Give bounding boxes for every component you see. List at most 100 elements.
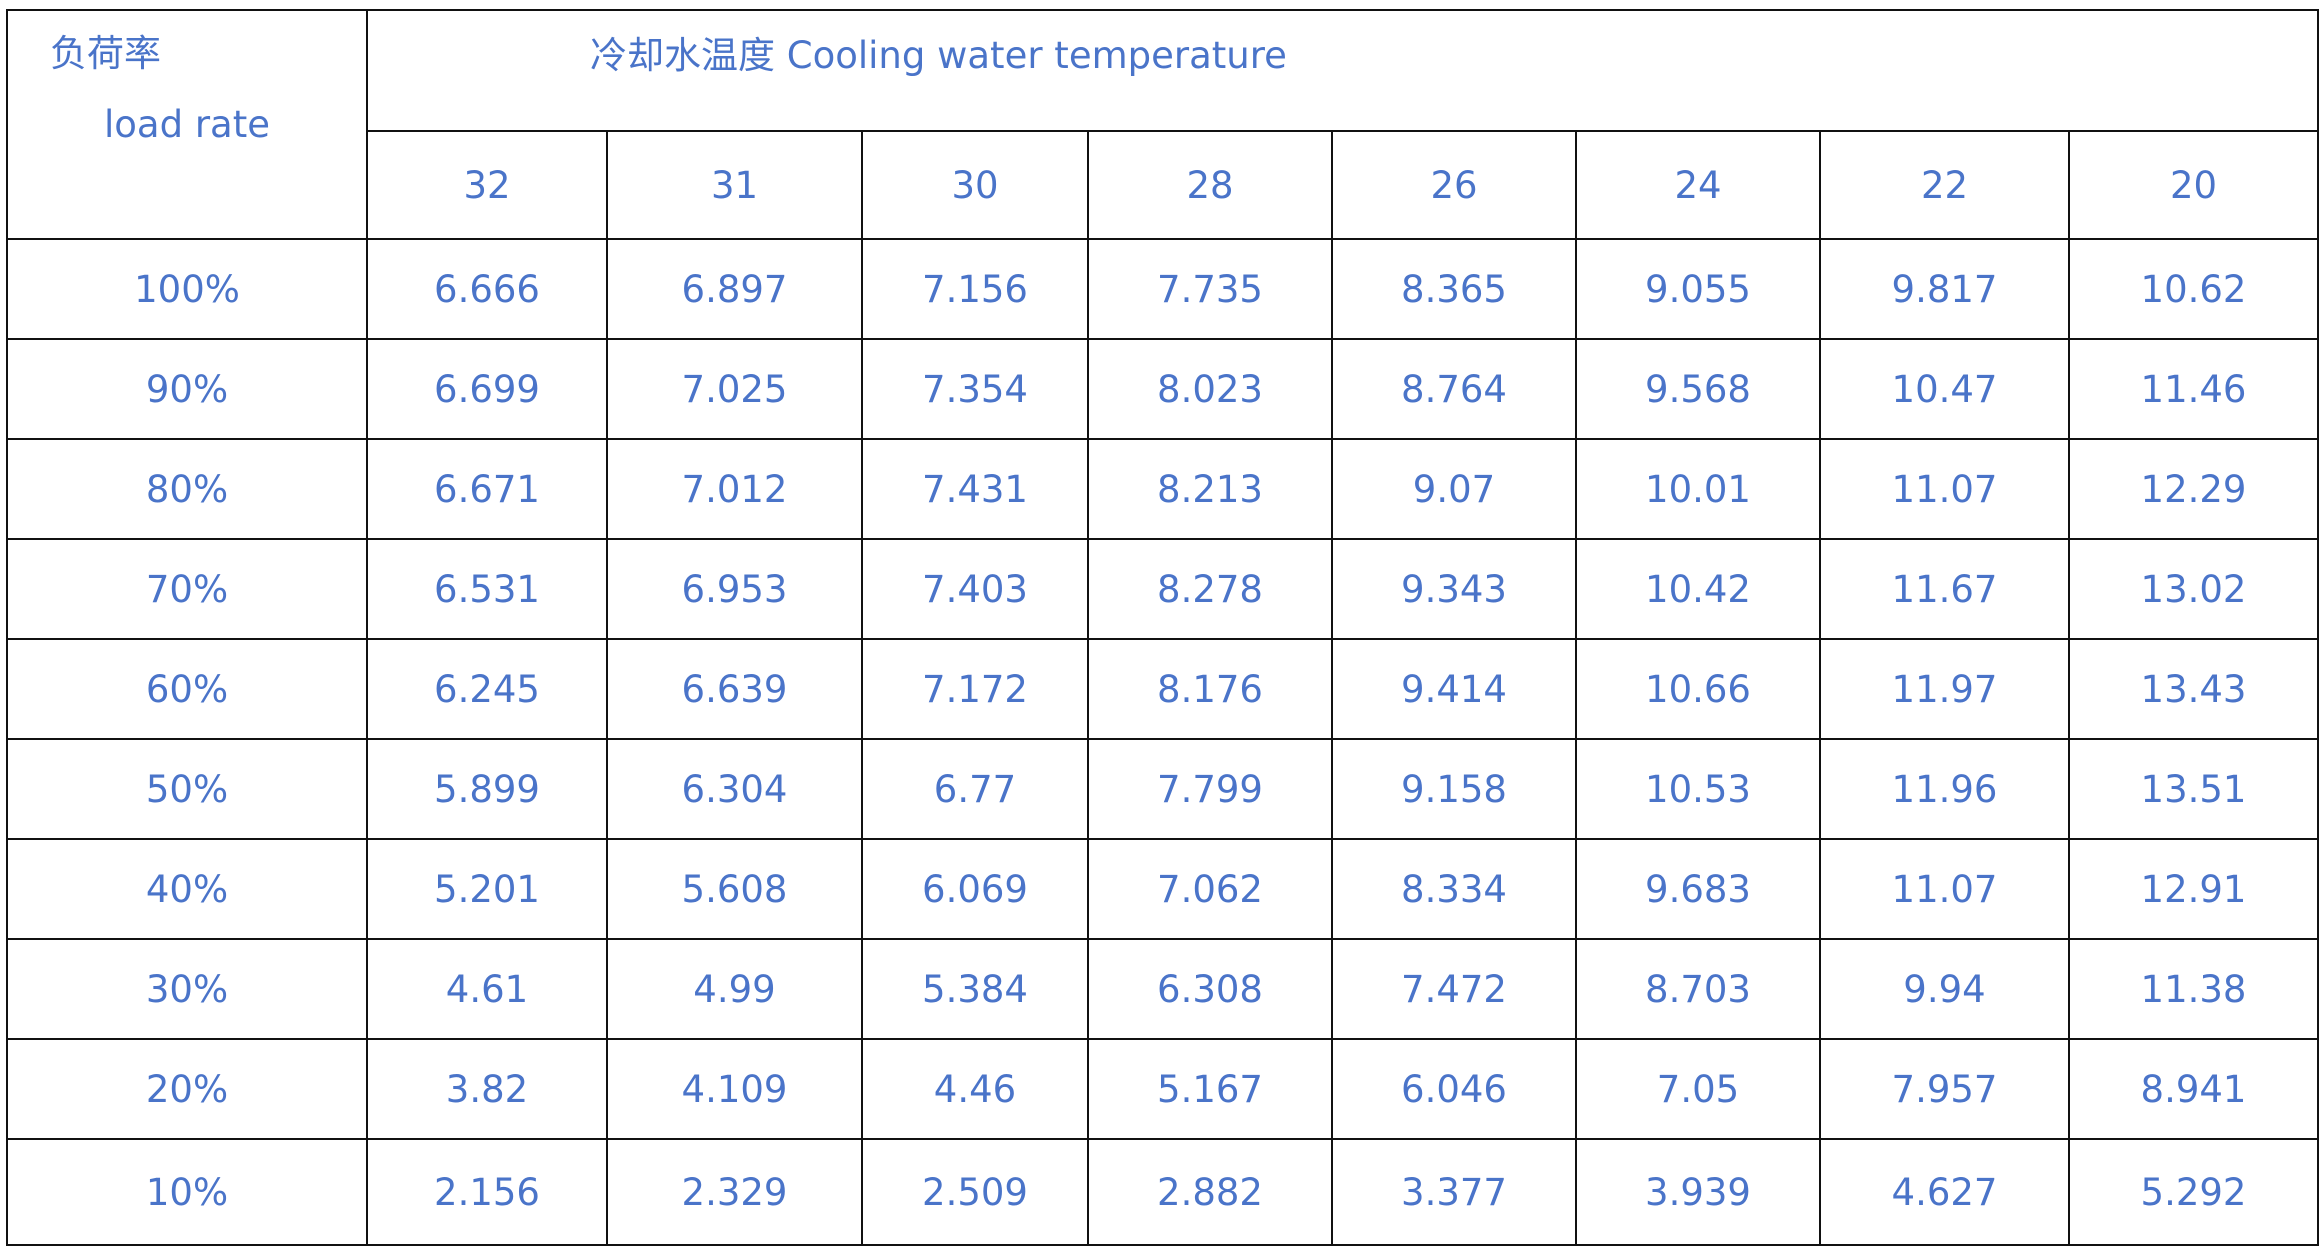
cell: 5.201 [366,838,608,940]
data-table: 负荷率 load rate 冷却水温度 Cooling water temper… [6,9,2319,1246]
cell: 11.67 [1819,538,2070,640]
cell: 2.882 [1087,1138,1333,1246]
column-header: 28 [1087,130,1333,240]
cell: 11.38 [2068,938,2319,1040]
row-label: 70% [6,538,368,640]
data-row: 70% 6.531 6.953 7.403 8.278 9.343 10.42 11.67 13… [6,538,2319,640]
row-label: 10% [6,1138,368,1246]
data-row: 30% 4.61 4.99 5.384 6.308 7.472 8.703 9.94 11.38 [6,938,2319,1040]
cell: 13.02 [2068,538,2319,640]
row-label: 60% [6,638,368,740]
cell: 10.62 [2068,238,2319,340]
cell: 12.29 [2068,438,2319,540]
cell: 6.308 [1087,938,1333,1040]
cell: 8.176 [1087,638,1333,740]
cell: 2.329 [606,1138,863,1246]
corner-en: load rate [104,103,270,146]
cell: 8.023 [1087,338,1333,440]
cell: 8.764 [1331,338,1577,440]
cell: 11.46 [2068,338,2319,440]
column-header-row: 32 31 30 28 26 24 22 20 [7,130,2319,240]
cell: 7.05 [1575,1038,1821,1140]
cell: 6.245 [366,638,608,740]
row-label: 20% [6,1038,368,1140]
cell: 9.343 [1331,538,1577,640]
cell: 8.941 [2068,1038,2319,1140]
cell: 2.509 [861,1138,1089,1246]
cell: 6.046 [1331,1038,1577,1140]
row-label: 100% [6,238,368,340]
data-row: 20% 3.82 4.109 4.46 5.167 6.046 7.05 7.957 8.941 [6,1038,2319,1140]
row-label: 90% [6,338,368,440]
cell: 6.069 [861,838,1089,940]
table-wrap: 负荷率 load rate 冷却水温度 Cooling water temper… [6,9,2319,1246]
data-row: 10% 2.156 2.329 2.509 2.882 3.377 3.939 4.627 5.… [6,1138,2319,1246]
cell: 11.97 [1819,638,2070,740]
cell: 4.99 [606,938,863,1040]
column-header: 24 [1575,130,1821,240]
row-label: 80% [6,438,368,540]
cell: 8.365 [1331,238,1577,340]
cell: 10.42 [1575,538,1821,640]
cell: 7.735 [1087,238,1333,340]
cell: 6.304 [606,738,863,840]
cell: 9.94 [1819,938,2070,1040]
cell: 5.167 [1087,1038,1333,1140]
cell: 8.213 [1087,438,1333,540]
cell: 5.608 [606,838,863,940]
cell: 4.46 [861,1038,1089,1140]
cell: 9.817 [1819,238,2070,340]
cell: 7.431 [861,438,1089,540]
cell: 7.172 [861,638,1089,740]
cell: 6.77 [861,738,1089,840]
cell: 5.899 [366,738,608,840]
cell: 6.666 [366,238,608,340]
cell: 9.568 [1575,338,1821,440]
cell: 9.055 [1575,238,1821,340]
cell: 10.66 [1575,638,1821,740]
column-header: 26 [1331,130,1577,240]
cell: 7.156 [861,238,1089,340]
cell: 5.384 [861,938,1089,1040]
row-label: 50% [6,738,368,840]
cell: 8.278 [1087,538,1333,640]
cell: 13.51 [2068,738,2319,840]
cell: 5.292 [2068,1138,2319,1246]
cell: 6.671 [366,438,608,540]
column-header: 32 [366,130,608,240]
column-header: 22 [1819,130,2070,240]
cell: 9.158 [1331,738,1577,840]
cell: 3.939 [1575,1138,1821,1246]
cell: 8.334 [1331,838,1577,940]
cell: 10.47 [1819,338,2070,440]
cell: 4.109 [606,1038,863,1140]
cell: 7.957 [1819,1038,2070,1140]
data-row: 80% 6.671 7.012 7.431 8.213 9.07 10.01 11.07 12.… [6,438,2319,540]
cell: 10.01 [1575,438,1821,540]
header-row: 负荷率 load rate 冷却水温度 Cooling water temper… [6,9,2319,240]
cell: 4.61 [366,938,608,1040]
column-header: 20 [2068,130,2319,240]
cell: 11.96 [1819,738,2070,840]
data-row: 90% 6.699 7.025 7.354 8.023 8.764 9.568 10.47 11… [6,338,2319,440]
cell: 6.897 [606,238,863,340]
cell: 7.062 [1087,838,1333,940]
cell: 7.472 [1331,938,1577,1040]
cell: 6.639 [606,638,863,740]
cell: 10.53 [1575,738,1821,840]
cell: 11.07 [1819,838,2070,940]
cell: 7.025 [606,338,863,440]
cell: 9.683 [1575,838,1821,940]
column-header: 31 [606,130,863,240]
data-row: 40% 5.201 5.608 6.069 7.062 8.334 9.683 11.07 12… [6,838,2319,940]
cell: 2.156 [366,1138,608,1246]
row-label: 40% [6,838,368,940]
cell: 8.703 [1575,938,1821,1040]
group-title: 冷却水温度 Cooling water temperature [366,9,2319,132]
cell: 3.377 [1331,1138,1577,1246]
cell: 7.799 [1087,738,1333,840]
cell: 13.43 [2068,638,2319,740]
cell: 7.012 [606,438,863,540]
cell: 4.627 [1819,1138,2070,1246]
